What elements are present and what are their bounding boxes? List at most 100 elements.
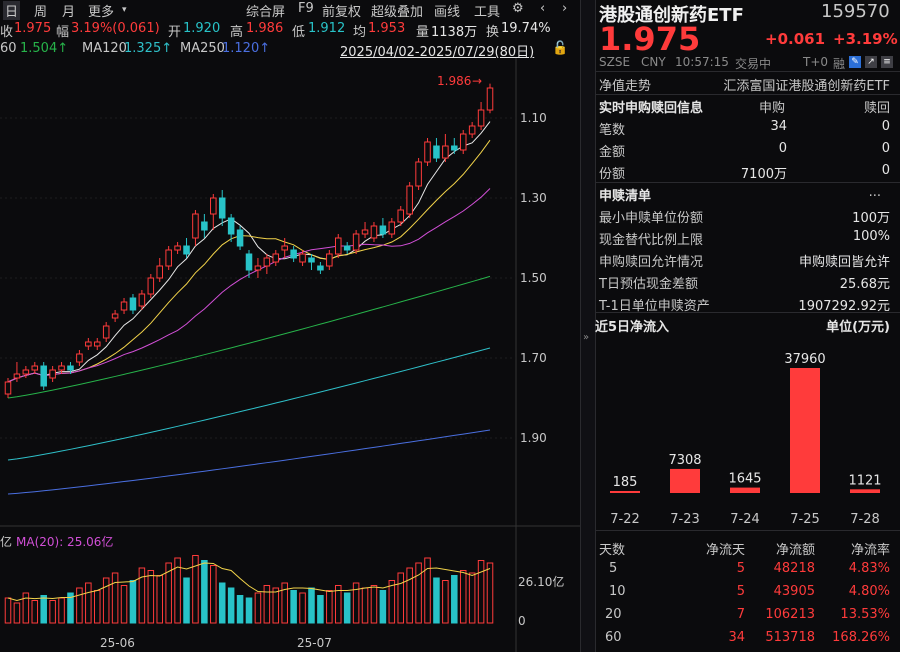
creation-list-more[interactable]: ...: [868, 185, 881, 200]
t0-tag: T+0: [803, 55, 829, 69]
menu-overlay[interactable]: 超级叠加: [371, 5, 424, 20]
volume-bar: [290, 590, 297, 624]
realtime-row-subscribe: 7100万: [740, 167, 787, 182]
nav-trend-row[interactable]: 净值走势 汇添富国证港股通创新药ETF: [595, 72, 895, 94]
more-icon[interactable]: ≡: [881, 56, 893, 68]
lock-icon[interactable]: 🔓: [552, 41, 569, 56]
x-label-june: 25-06: [100, 636, 135, 650]
candle-body: [120, 301, 128, 311]
candle-body: [406, 185, 413, 215]
volume-bar: [442, 580, 449, 624]
market-code: SZSE: [599, 55, 631, 69]
back-icon[interactable]: ‹: [540, 1, 546, 16]
share-icon[interactable]: ↗: [865, 56, 877, 68]
forward-icon[interactable]: ›: [562, 1, 568, 16]
creation-list-row: 申购赎回允许情况 申购赎回皆允许: [595, 248, 895, 270]
volume-bar: [236, 595, 244, 624]
realtime-row-label: 份额: [599, 167, 626, 182]
chevron-down-icon[interactable]: ▾: [122, 5, 127, 15]
volume-bar: [468, 572, 476, 624]
price-tick-label: 1.50: [520, 271, 547, 285]
candle-body: [102, 325, 110, 339]
ma250-label: MA250: [180, 41, 225, 56]
candle-body: [424, 141, 431, 163]
realtime-row-subscribe: 0: [778, 141, 787, 156]
candle-body: [272, 253, 280, 263]
volume-bar: [379, 590, 387, 624]
candle-body: [4, 381, 12, 395]
settings-gear-icon[interactable]: ⚙: [512, 1, 524, 16]
creation-list-value: 申购赎回皆允许: [798, 255, 890, 270]
creation-list-label: T日预估现金差额: [599, 277, 698, 292]
volume-bar: [165, 562, 172, 624]
candle-body: [334, 237, 342, 255]
tab-month[interactable]: 月: [62, 5, 76, 20]
realtime-row: 笔数 34 0: [595, 116, 895, 138]
net-inflow-unit: 单位(万元): [826, 320, 890, 335]
creation-list-value: 100万: [852, 211, 890, 226]
edit-icon[interactable]: ✎: [849, 56, 861, 68]
inflow-bar: [730, 487, 760, 493]
etf-title: 港股通创新药ETF: [599, 5, 744, 26]
volume-bar: [58, 597, 65, 624]
flow-row-days: 5: [609, 561, 618, 576]
net-inflow-title: 近5日净流入: [595, 320, 670, 335]
flow-row-rate: 168.26%: [832, 630, 890, 645]
menu-adjust[interactable]: 前复权: [322, 5, 362, 20]
collapse-icon[interactable]: »: [583, 332, 590, 343]
volume-bar: [174, 557, 181, 624]
currency: CNY: [641, 55, 666, 69]
creation-list-row: 现金替代比例上限 100%: [595, 226, 895, 248]
volume-bar: [254, 592, 262, 624]
price-tick-label: 1.90: [520, 431, 547, 445]
inflow-value-label: 1121: [848, 473, 881, 488]
volume-bar: [201, 560, 208, 624]
candle-body: [281, 245, 288, 251]
menu-composite[interactable]: 综合屏: [246, 5, 286, 20]
volume-bar: [111, 572, 119, 624]
close-label: 收: [0, 25, 14, 40]
kline-chart[interactable]: 1.90 1.70 1.50 1.30 1.10 1.986 → 亿 MA(20): 2…: [0, 58, 580, 652]
volume-axis-zero: 0: [518, 614, 526, 628]
volume-bar: [120, 585, 128, 624]
creation-list-value: 1907292.92元: [798, 299, 890, 314]
inflow-bar: [850, 489, 880, 493]
avg-value: 1.953: [368, 21, 406, 36]
ma120-line: [7, 347, 491, 461]
tab-more[interactable]: 更多: [88, 5, 115, 20]
realtime-row: 金额 0 0: [595, 138, 895, 160]
flow-header-inflow-days: 净流天: [705, 543, 745, 558]
candle-body: [433, 145, 440, 159]
net-inflow-header: 近5日净流入 单位(万元): [595, 313, 895, 335]
low-label: 低: [292, 25, 306, 40]
volume-bar: [227, 587, 235, 624]
candle-body: [210, 197, 217, 215]
volume-bar: [13, 602, 21, 624]
volume-bar: [263, 585, 271, 624]
flow-row-inflow-days: 5: [736, 584, 745, 599]
flow-row-inflow-days: 34: [728, 630, 745, 645]
volume-bar: [22, 592, 30, 624]
volume-bar: [397, 572, 405, 624]
date-range[interactable]: 2025/04/02-2025/07/29(80日): [340, 45, 535, 60]
range-value: 3.19%(0.061): [71, 21, 160, 36]
flow-row-inflow-days: 7: [736, 607, 745, 622]
tab-day[interactable]: 日: [3, 1, 21, 20]
avg-label: 均: [353, 25, 367, 40]
price-tick-label: 1.10: [520, 111, 547, 125]
range-label: 幅: [56, 25, 70, 40]
etf-change: +0.061: [765, 30, 826, 48]
volume-bar: [317, 595, 324, 624]
menu-f9[interactable]: F9: [298, 1, 314, 16]
candle-body: [76, 353, 83, 363]
candle-body: [299, 253, 306, 263]
volume-bar: [93, 590, 101, 624]
menu-tools[interactable]: 工具: [474, 5, 501, 20]
tab-week[interactable]: 周: [34, 5, 48, 20]
menu-draw[interactable]: 画线: [434, 5, 461, 20]
period-toolbar: 日 周 月 更多 ▾ 综合屏 F9 前复权 超级叠加 画线 工具 ⚙ ‹ ›: [0, 0, 580, 20]
panel-splitter[interactable]: »: [580, 0, 596, 652]
candle-body: [218, 197, 226, 219]
creation-list-value: 25.68元: [839, 277, 890, 292]
margin-tag: 融: [833, 57, 846, 71]
